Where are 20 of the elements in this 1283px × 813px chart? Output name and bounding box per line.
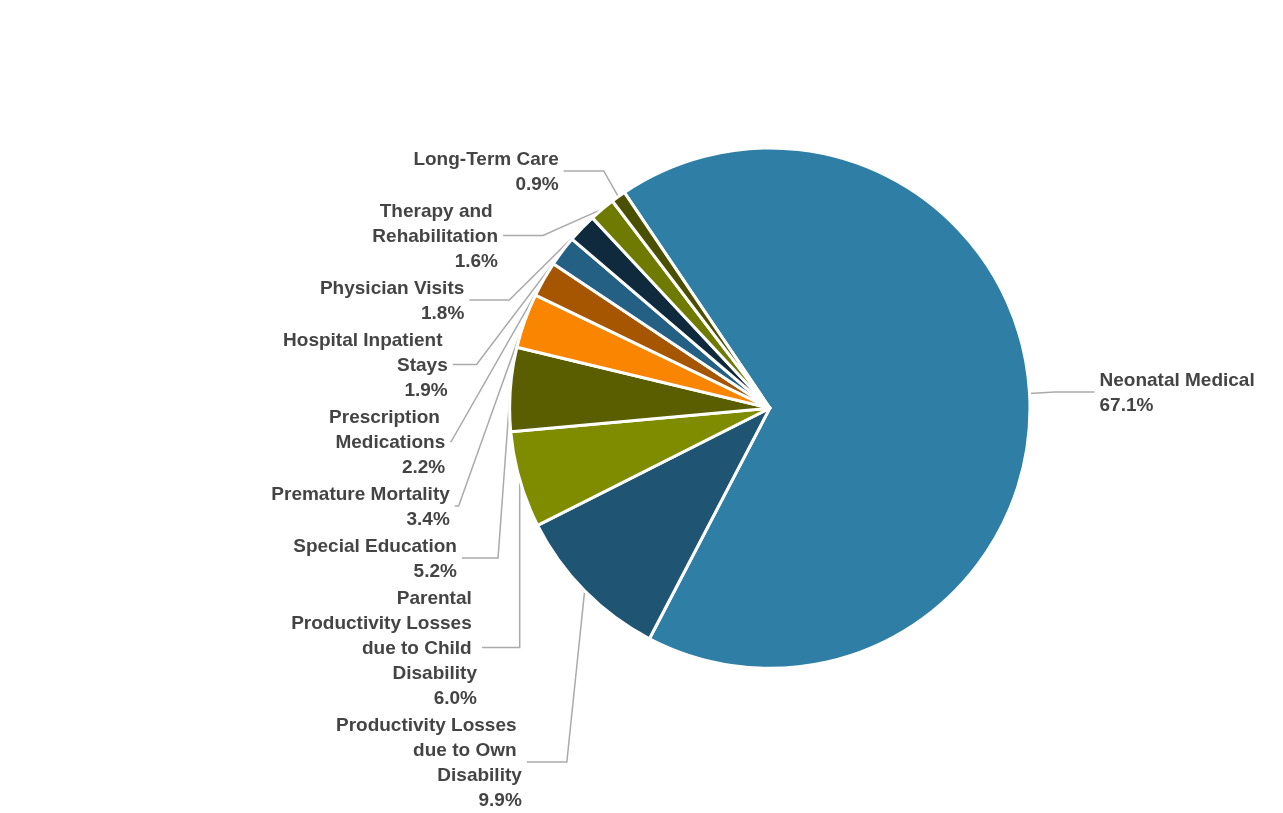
slice-label: Physician Visits bbox=[319, 277, 465, 298]
slice-label: Special Education bbox=[293, 535, 457, 556]
data-label: 1.8% bbox=[420, 302, 465, 323]
data-label: 1.9% bbox=[404, 379, 448, 400]
data-label: 0.9% bbox=[515, 173, 559, 194]
data-label: 5.2% bbox=[413, 560, 457, 581]
data-label: 6.0% bbox=[433, 687, 478, 708]
slice-label: Long-Term Care bbox=[413, 148, 559, 169]
slice-label: Premature Mortality bbox=[271, 483, 451, 504]
data-label: 1.6% bbox=[454, 250, 499, 271]
slice-label: Neonatal Medical bbox=[1099, 369, 1255, 391]
data-label: 67.1% bbox=[1099, 394, 1154, 416]
data-label: 9.9% bbox=[478, 789, 522, 810]
slice-label: Therapy and Rehabilitation bbox=[372, 200, 498, 246]
slice-label: Productivity Losses due to Own Disability bbox=[335, 714, 523, 785]
data-label: 3.4% bbox=[406, 508, 450, 529]
slice-label: Prescription Medications bbox=[329, 406, 446, 452]
data-label: 2.2% bbox=[401, 456, 446, 477]
slice-label: Hospital Inpatient Stays bbox=[283, 329, 448, 375]
slice-label: Parental Productivity Losses due to Child Disability bbox=[291, 587, 478, 683]
